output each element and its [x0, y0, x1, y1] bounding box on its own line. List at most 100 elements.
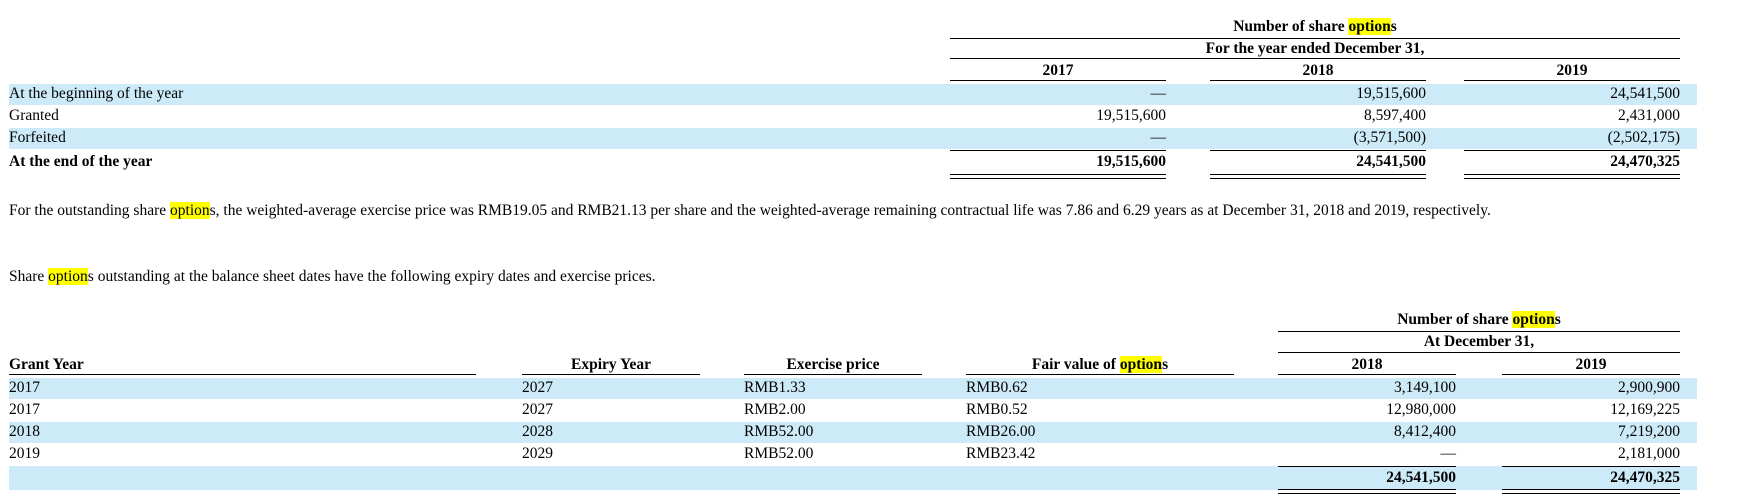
- cell-expiry: 2027: [522, 379, 553, 396]
- cell-2018: 12,980,000: [1386, 401, 1456, 418]
- row-label: Granted: [9, 107, 59, 124]
- paragraph1-text-start: For the outstanding share: [9, 202, 171, 219]
- col-fair-value-suffix: s: [1162, 356, 1169, 373]
- col-fair-value-text: Fair value of: [1031, 356, 1120, 373]
- cell-expiry: 2027: [522, 401, 553, 418]
- table1-band-1: [9, 84, 1697, 105]
- table2-title-rule: [1278, 331, 1680, 332]
- cell-2019: 2,431,000: [1618, 107, 1680, 124]
- paragraph1-highlight: option: [170, 202, 210, 219]
- paragraph2-text-start: Share: [9, 268, 49, 285]
- col-exercise-price: Exercise price: [786, 356, 880, 373]
- table2-sum-rule-2019: [1502, 466, 1680, 467]
- col-expiry-year-rule: [522, 374, 700, 375]
- paragraph1-text-end: s, the weighted-average exercise price w…: [209, 202, 1491, 219]
- table2-band-total: [9, 466, 1697, 490]
- table2-band-3: [9, 422, 1697, 443]
- table1-year-2019: 2019: [1556, 62, 1588, 79]
- cell-2019: 12,169,225: [1610, 401, 1680, 418]
- paragraph-expiry: Share options outstanding at the balance…: [9, 266, 1744, 288]
- cell-2019: 2,900,900: [1618, 379, 1680, 396]
- table1-total-rule-2019: [1464, 174, 1680, 179]
- paragraph2-highlight: option: [48, 268, 88, 285]
- col-fair-value-rule: [966, 374, 1234, 375]
- table2-title: Number of share options: [1278, 311, 1680, 329]
- table2-total-rule-2019: [1502, 489, 1680, 494]
- cell-2018: 8,412,400: [1394, 423, 1456, 440]
- cell-price: RMB2.00: [744, 401, 806, 418]
- cell-price: RMB52.00: [744, 423, 814, 440]
- col-expiry-year: Expiry Year: [571, 356, 651, 373]
- table2-total-rule-2018: [1278, 489, 1456, 494]
- cell-2019: 24,541,500: [1610, 85, 1680, 102]
- row-label: Forfeited: [9, 129, 66, 146]
- paragraph2-text-end: s outstanding at the balance sheet dates…: [87, 268, 656, 285]
- cell-fair: RMB23.42: [966, 445, 1036, 462]
- table1-year-rule-2017: [950, 80, 1166, 81]
- table1-title-highlight: option: [1348, 18, 1391, 35]
- cell-price: RMB1.33: [744, 379, 806, 396]
- cell-2019: (2,502,175): [1607, 129, 1680, 146]
- cell-grant: 2018: [9, 423, 40, 440]
- cell-expiry: 2029: [522, 445, 553, 462]
- table1-band-3: [9, 128, 1697, 149]
- total-2019: 24,470,325: [1610, 469, 1680, 486]
- col-2018-rule: [1278, 374, 1456, 375]
- cell-2018: 24,541,500: [1356, 153, 1426, 170]
- total-2018: 24,541,500: [1386, 469, 1456, 486]
- cell-2018: 3,149,100: [1394, 379, 1456, 396]
- cell-2017: 19,515,600: [1096, 107, 1166, 124]
- table2-subtitle-rule: [1278, 352, 1680, 353]
- table1-title-text: Number of share: [1233, 18, 1349, 35]
- cell-2017: 19,515,600: [1096, 153, 1166, 170]
- cell-fair: RMB0.62: [966, 379, 1028, 396]
- cell-fair: RMB26.00: [966, 423, 1036, 440]
- table1-sum-rule-2018: [1210, 150, 1426, 151]
- cell-price: RMB52.00: [744, 445, 814, 462]
- cell-fair: RMB0.52: [966, 401, 1028, 418]
- table1-title-rule: [950, 38, 1680, 39]
- table2-title-suffix: s: [1554, 311, 1561, 328]
- cell-grant: 2017: [9, 379, 40, 396]
- col-grant-year: Grant Year: [9, 356, 84, 373]
- cell-2019: 2,181,000: [1618, 445, 1680, 462]
- col-fair-value: Fair value of options: [966, 356, 1234, 374]
- cell-2018: 19,515,600: [1356, 85, 1426, 102]
- cell-expiry: 2028: [522, 423, 553, 440]
- row-label: At the end of the year: [9, 153, 153, 170]
- cell-2019: 7,219,200: [1618, 423, 1680, 440]
- table1-year-rule-2018: [1210, 80, 1426, 81]
- table1-title-suffix: s: [1390, 18, 1397, 35]
- table1-sum-rule-2017: [950, 150, 1166, 151]
- cell-2018: 8,597,400: [1364, 107, 1426, 124]
- table1-sum-rule-2019: [1464, 150, 1680, 151]
- cell-2017: —: [1150, 85, 1167, 102]
- cell-2017: —: [1150, 129, 1167, 146]
- table1-subtitle: For the year ended December 31,: [1205, 40, 1425, 57]
- cell-grant: 2019: [9, 445, 40, 462]
- col-fair-value-highlight: option: [1119, 356, 1163, 373]
- col-exercise-price-rule: [744, 374, 922, 375]
- table2-sum-rule-2018: [1278, 466, 1456, 467]
- table2-title-highlight: option: [1512, 311, 1555, 328]
- paragraph-outstanding: For the outstanding share options, the w…: [9, 200, 1744, 222]
- col-2018: 2018: [1351, 356, 1383, 373]
- table1-subtitle-rule: [950, 58, 1680, 59]
- table2-subtitle: At December 31,: [1423, 333, 1535, 350]
- col-2019-rule: [1502, 374, 1680, 375]
- row-label: At the beginning of the year: [9, 85, 184, 102]
- cell-2019: 24,470,325: [1610, 153, 1680, 170]
- cell-grant: 2017: [9, 401, 40, 418]
- table1-year-2017: 2017: [1042, 62, 1074, 79]
- table1-title: Number of share options: [950, 18, 1680, 36]
- table1-year-rule-2019: [1464, 80, 1680, 81]
- table2-band-1: [9, 378, 1697, 399]
- table1-year-2018: 2018: [1302, 62, 1334, 79]
- col-2019: 2019: [1575, 356, 1607, 373]
- cell-2018: (3,571,500): [1353, 129, 1426, 146]
- table1-total-rule-2018: [1210, 174, 1426, 179]
- cell-2018: —: [1440, 445, 1457, 462]
- table1-total-rule-2017: [950, 174, 1166, 179]
- table2-title-text: Number of share: [1397, 311, 1513, 328]
- col-grant-year-rule: [9, 374, 476, 375]
